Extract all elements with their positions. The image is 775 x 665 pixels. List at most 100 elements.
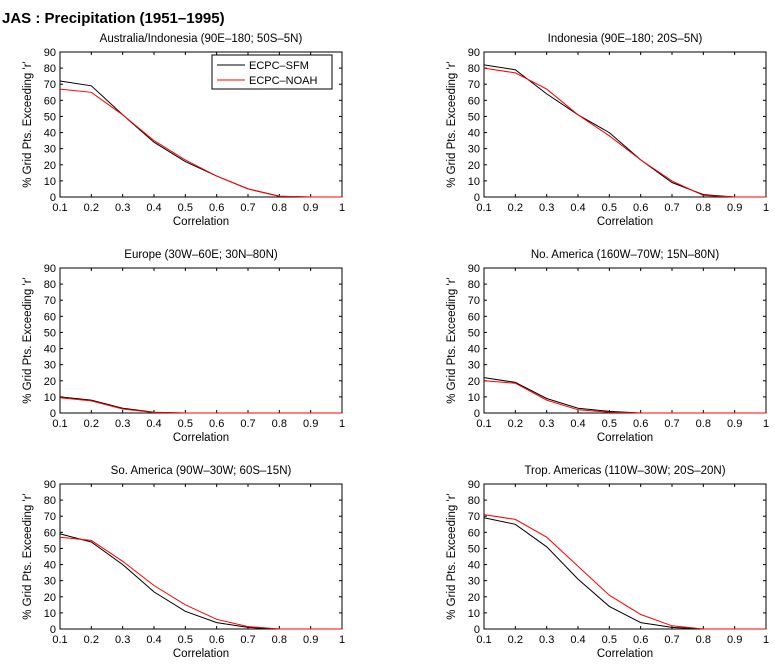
y-tick-label: 60 [468, 527, 480, 539]
y-tick-label: 60 [44, 311, 56, 323]
plot-frame [483, 267, 767, 414]
y-tick-label: 90 [44, 263, 56, 275]
chart-title: Indonesia (90E–180; 20S–5N) [548, 33, 703, 45]
x-tick-label: 0.5 [178, 634, 193, 646]
y-tick-label: 70 [468, 295, 480, 307]
series-line-ecpc-noah [483, 380, 766, 414]
y-tick-label: 30 [468, 576, 480, 588]
x-tick-label: 0.4 [570, 418, 585, 430]
y-tick-label: 60 [44, 95, 56, 107]
y-tick-label: 60 [468, 95, 480, 107]
y-tick-label: 20 [44, 592, 56, 604]
y-tick-label: 60 [44, 527, 56, 539]
y-tick-label: 70 [44, 79, 56, 91]
y-tick-label: 50 [44, 327, 56, 339]
y-tick-label: 80 [44, 63, 56, 75]
y-axis-label: % Grid Pts. Exceeding 'r' [22, 277, 34, 403]
x-tick-label: 0.3 [539, 634, 554, 646]
x-tick-label: 0.8 [272, 634, 287, 646]
x-tick-label: 0.7 [240, 202, 255, 214]
x-tick-label: 0.3 [115, 202, 130, 214]
legend-box [211, 54, 333, 90]
y-tick-label: 30 [44, 144, 56, 156]
x-tick-label: 0.6 [633, 202, 648, 214]
y-tick-label: 0 [474, 408, 480, 420]
plot-frame [59, 483, 343, 630]
y-tick-label: 20 [468, 592, 480, 604]
y-tick-label: 10 [44, 608, 56, 620]
x-tick-label: 0.7 [664, 202, 679, 214]
y-tick-label: 0 [474, 192, 480, 204]
plot-frame [59, 267, 343, 414]
x-tick-label: 0.4 [146, 634, 161, 646]
y-tick-label: 40 [44, 560, 56, 572]
x-tick-label: 0.5 [602, 202, 617, 214]
y-tick-label: 10 [468, 608, 480, 620]
series-line-ecpc-sfm [483, 517, 766, 630]
x-tick-label: 0.7 [664, 634, 679, 646]
x-tick-label: 0.4 [570, 202, 585, 214]
x-tick-label: 0.1 [476, 418, 491, 430]
x-tick-label: 1 [763, 634, 769, 646]
series-line-ecpc-noah [483, 514, 766, 630]
plot-frame [483, 51, 767, 198]
y-tick-label: 80 [468, 63, 480, 75]
y-tick-label: 40 [468, 344, 480, 356]
chart-title: Trop. Americas (110W–30W; 20S–20N) [524, 465, 725, 477]
x-tick-label: 1 [339, 418, 345, 430]
y-tick-label: 80 [468, 279, 480, 291]
x-tick-label: 0.9 [303, 634, 318, 646]
legend-label: ECPC–SFM [249, 60, 309, 72]
x-tick-label: 0.3 [539, 418, 554, 430]
x-tick-label: 0.6 [209, 634, 224, 646]
x-tick-label: 0.3 [115, 418, 130, 430]
x-tick-label: 0.2 [508, 634, 523, 646]
x-tick-label: 0.3 [539, 202, 554, 214]
y-tick-label: 0 [50, 192, 56, 204]
series-line-ecpc-noah [483, 67, 766, 198]
x-tick-label: 1 [763, 418, 769, 430]
x-tick-label: 0.8 [696, 634, 711, 646]
y-tick-label: 70 [468, 511, 480, 523]
y-tick-label: 20 [468, 160, 480, 172]
series-line-ecpc-noah [59, 88, 342, 198]
y-tick-label: 90 [44, 47, 56, 59]
x-tick-label: 0.6 [209, 202, 224, 214]
series-line-ecpc-sfm [483, 377, 766, 414]
chart-title: So. America (90W–30W; 60S–15N) [111, 465, 292, 477]
series-line-ecpc-noah [59, 397, 342, 414]
x-tick-label: 0.7 [240, 418, 255, 430]
series-line-ecpc-sfm [59, 396, 342, 414]
figure-title: JAS : Precipitation (1951–1995) [2, 10, 225, 27]
x-tick-label: 1 [339, 202, 345, 214]
x-axis-label: Correlation [173, 216, 229, 228]
y-tick-label: 10 [468, 392, 480, 404]
legend-label: ECPC–NOAH [249, 75, 318, 87]
y-tick-label: 80 [44, 495, 56, 507]
y-tick-label: 0 [50, 624, 56, 636]
chart-panel-6: Trop. Americas (110W–30W; 20S–20N) 0.1 0.2… [446, 465, 769, 660]
x-tick-label: 0.8 [272, 202, 287, 214]
x-tick-label: 0.1 [52, 634, 67, 646]
x-tick-label: 0.8 [696, 418, 711, 430]
x-tick-label: 0.8 [272, 418, 287, 430]
y-tick-label: 40 [468, 560, 480, 572]
x-tick-label: 0.4 [146, 202, 161, 214]
y-tick-label: 40 [468, 128, 480, 140]
x-tick-label: 0.7 [664, 418, 679, 430]
y-tick-label: 60 [468, 311, 480, 323]
x-tick-label: 0.7 [240, 634, 255, 646]
y-tick-label: 10 [44, 176, 56, 188]
y-tick-label: 0 [50, 408, 56, 420]
x-tick-label: 0.9 [727, 634, 742, 646]
y-tick-label: 90 [468, 479, 480, 491]
legend: ECPC–SFM ECPC–NOAH [211, 54, 333, 90]
x-tick-label: 0.9 [303, 202, 318, 214]
y-tick-label: 70 [44, 295, 56, 307]
y-tick-label: 50 [44, 111, 56, 123]
x-tick-label: 0.6 [633, 418, 648, 430]
y-tick-label: 30 [44, 576, 56, 588]
x-axis-label: Correlation [173, 432, 229, 444]
x-tick-label: 0.1 [52, 202, 67, 214]
